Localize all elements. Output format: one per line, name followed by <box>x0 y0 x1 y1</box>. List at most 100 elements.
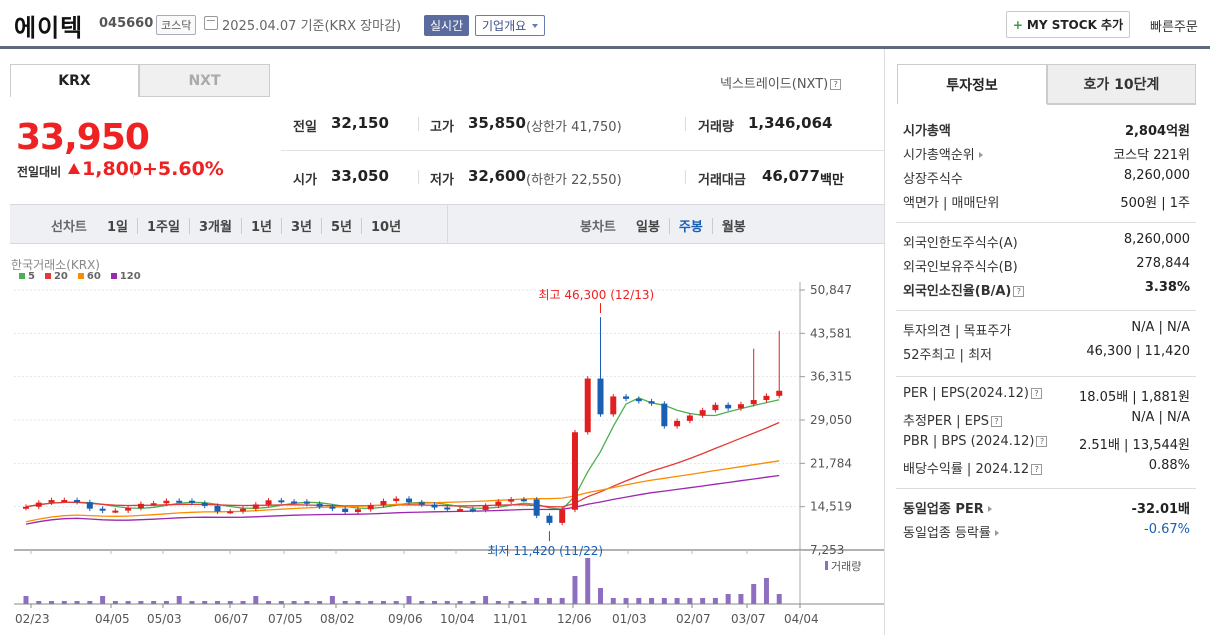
tab-orderbook[interactable]: 호가 10단계 <box>1047 64 1196 104</box>
divider <box>685 117 686 131</box>
candle-body <box>648 401 655 404</box>
ma-line-60 <box>25 460 780 523</box>
candle-weekly[interactable]: 주봉 <box>678 220 703 235</box>
panel-divider <box>884 49 885 635</box>
volume-bar <box>278 601 284 604</box>
volume-bar <box>202 601 208 604</box>
period-3m[interactable]: 3개월 <box>198 220 232 235</box>
volume-bar <box>534 598 540 604</box>
low-annotation: 최저 11,420 (11/22) <box>487 544 603 558</box>
volume-bar <box>138 601 144 604</box>
change-label: 전일대비 <box>17 165 62 179</box>
candle-daily[interactable]: 일봉 <box>636 220 660 235</box>
x-tick-label: 01/03 <box>612 612 647 626</box>
candle-body <box>469 509 476 512</box>
low-value: 32,600 <box>468 167 526 185</box>
volume-bar <box>406 596 412 604</box>
quick-order-link[interactable]: 빠른주문 <box>1150 20 1198 35</box>
info-value: 0.88% <box>1148 458 1190 473</box>
info-row: 액면가 | 매매단위 500원 | 1주 <box>903 192 1190 211</box>
period-1y[interactable]: 1년 <box>250 220 272 235</box>
info-key-text: 외국인소진율(B/A) <box>903 284 1012 299</box>
volume-bar <box>661 598 667 604</box>
period-10y[interactable]: 10년 <box>371 220 402 235</box>
volume-label: 거래량 <box>698 120 734 135</box>
caret-right-icon[interactable] <box>987 506 992 512</box>
help-icon[interactable]: ? <box>1031 464 1043 475</box>
candle-chart-label: 봉차트 <box>580 220 616 235</box>
add-mystock-button[interactable]: + MY STOCK 추가 <box>1006 11 1130 38</box>
candle-body <box>457 509 464 512</box>
period-1w[interactable]: 1주일 <box>147 220 180 235</box>
info-row: 투자의견 | 목표주가 N/A | N/A <box>903 320 1190 339</box>
volume-bar <box>342 601 348 604</box>
realtime-button[interactable]: 실시간 <box>424 15 470 36</box>
caret-right-icon[interactable] <box>994 530 999 536</box>
candle-body <box>776 390 783 396</box>
candle-body <box>380 500 387 506</box>
info-key-text: 동일업종 PER <box>903 502 984 517</box>
period-1d[interactable]: 1일 <box>107 220 129 235</box>
company-overview-button[interactable]: 기업개요 <box>475 15 545 36</box>
info-value: 8,260,000 <box>1123 168 1190 183</box>
info-row: 외국인한도주식수(A) 8,260,000 <box>903 232 1190 251</box>
volume-bar <box>776 594 782 604</box>
volume-bar <box>598 588 603 604</box>
volume-bar <box>355 601 361 604</box>
info-value: 500원 | 1주 <box>1120 196 1190 211</box>
chart-legend: 5 20 60 120 <box>19 271 141 282</box>
candle-monthly[interactable]: 월봉 <box>721 220 746 235</box>
candle-body <box>584 378 591 433</box>
low-label: 저가 <box>430 173 454 188</box>
sep <box>361 217 362 234</box>
caret-right-icon[interactable] <box>978 152 983 158</box>
legend-swatch <box>44 273 51 279</box>
toolbar-divider <box>447 205 448 243</box>
volume-bar <box>419 601 425 604</box>
price-chart[interactable]: 50,84743,58136,31529,05021,78414,5197,25… <box>10 282 884 635</box>
volume-value: 1,346,064 <box>748 114 833 132</box>
info-key: 외국인소진율(B/A)? <box>903 280 1025 299</box>
volume-bar <box>444 601 450 604</box>
company-overview-label: 기업개요 <box>482 19 527 33</box>
info-value: N/A | N/A <box>1131 320 1190 335</box>
info-key-text: 외국인보유주식수(B) <box>903 260 1018 275</box>
info-key: 시가총액 <box>903 120 951 139</box>
nxt-link[interactable]: 넥스트레이드(NXT)? <box>720 73 842 92</box>
sep <box>668 217 670 234</box>
help-icon[interactable]: ? <box>990 416 1002 427</box>
volume-legend-swatch <box>825 561 828 570</box>
volume-bar <box>151 601 157 604</box>
info-key: 동일업종 등락률 <box>903 522 999 541</box>
volume-bar <box>623 598 629 604</box>
info-key-text: 동일업종 등락률 <box>903 526 991 541</box>
candle-body <box>431 504 438 508</box>
info-key: 배당수익률 | 2024.12? <box>903 458 1043 477</box>
tab-krx[interactable]: KRX <box>10 64 139 97</box>
period-3y[interactable]: 3년 <box>290 220 312 235</box>
period-5y[interactable]: 5년 <box>330 220 352 235</box>
volume-bar <box>266 601 272 604</box>
volume-bar <box>74 601 80 604</box>
volume-bar <box>712 598 718 604</box>
help-icon[interactable]: ? <box>1013 286 1025 297</box>
candle-body <box>214 505 221 512</box>
candle-body <box>699 410 706 416</box>
tab-invest-info[interactable]: 투자정보 <box>897 64 1047 104</box>
info-key: 상장주식수 <box>903 168 963 187</box>
legend-swatch <box>19 273 25 279</box>
help-icon[interactable]: ? <box>1030 388 1042 399</box>
info-key-text: 시가총액순위 <box>903 148 975 163</box>
info-divider <box>896 310 1196 311</box>
help-icon[interactable]: ? <box>1036 436 1048 447</box>
tab-nxt[interactable]: NXT <box>139 64 270 97</box>
volume-bar <box>508 601 514 604</box>
info-value: -0.67% <box>1144 522 1190 537</box>
volume-bar <box>725 594 731 604</box>
candle-body <box>533 499 540 516</box>
candle-body <box>354 509 361 513</box>
lower-limit: (하한가 22,550) <box>526 173 622 188</box>
info-value: 2.51배 | 13,544원 <box>1079 438 1190 453</box>
info-key: 외국인한도주식수(A) <box>903 232 1018 251</box>
volume-bar <box>393 601 399 604</box>
